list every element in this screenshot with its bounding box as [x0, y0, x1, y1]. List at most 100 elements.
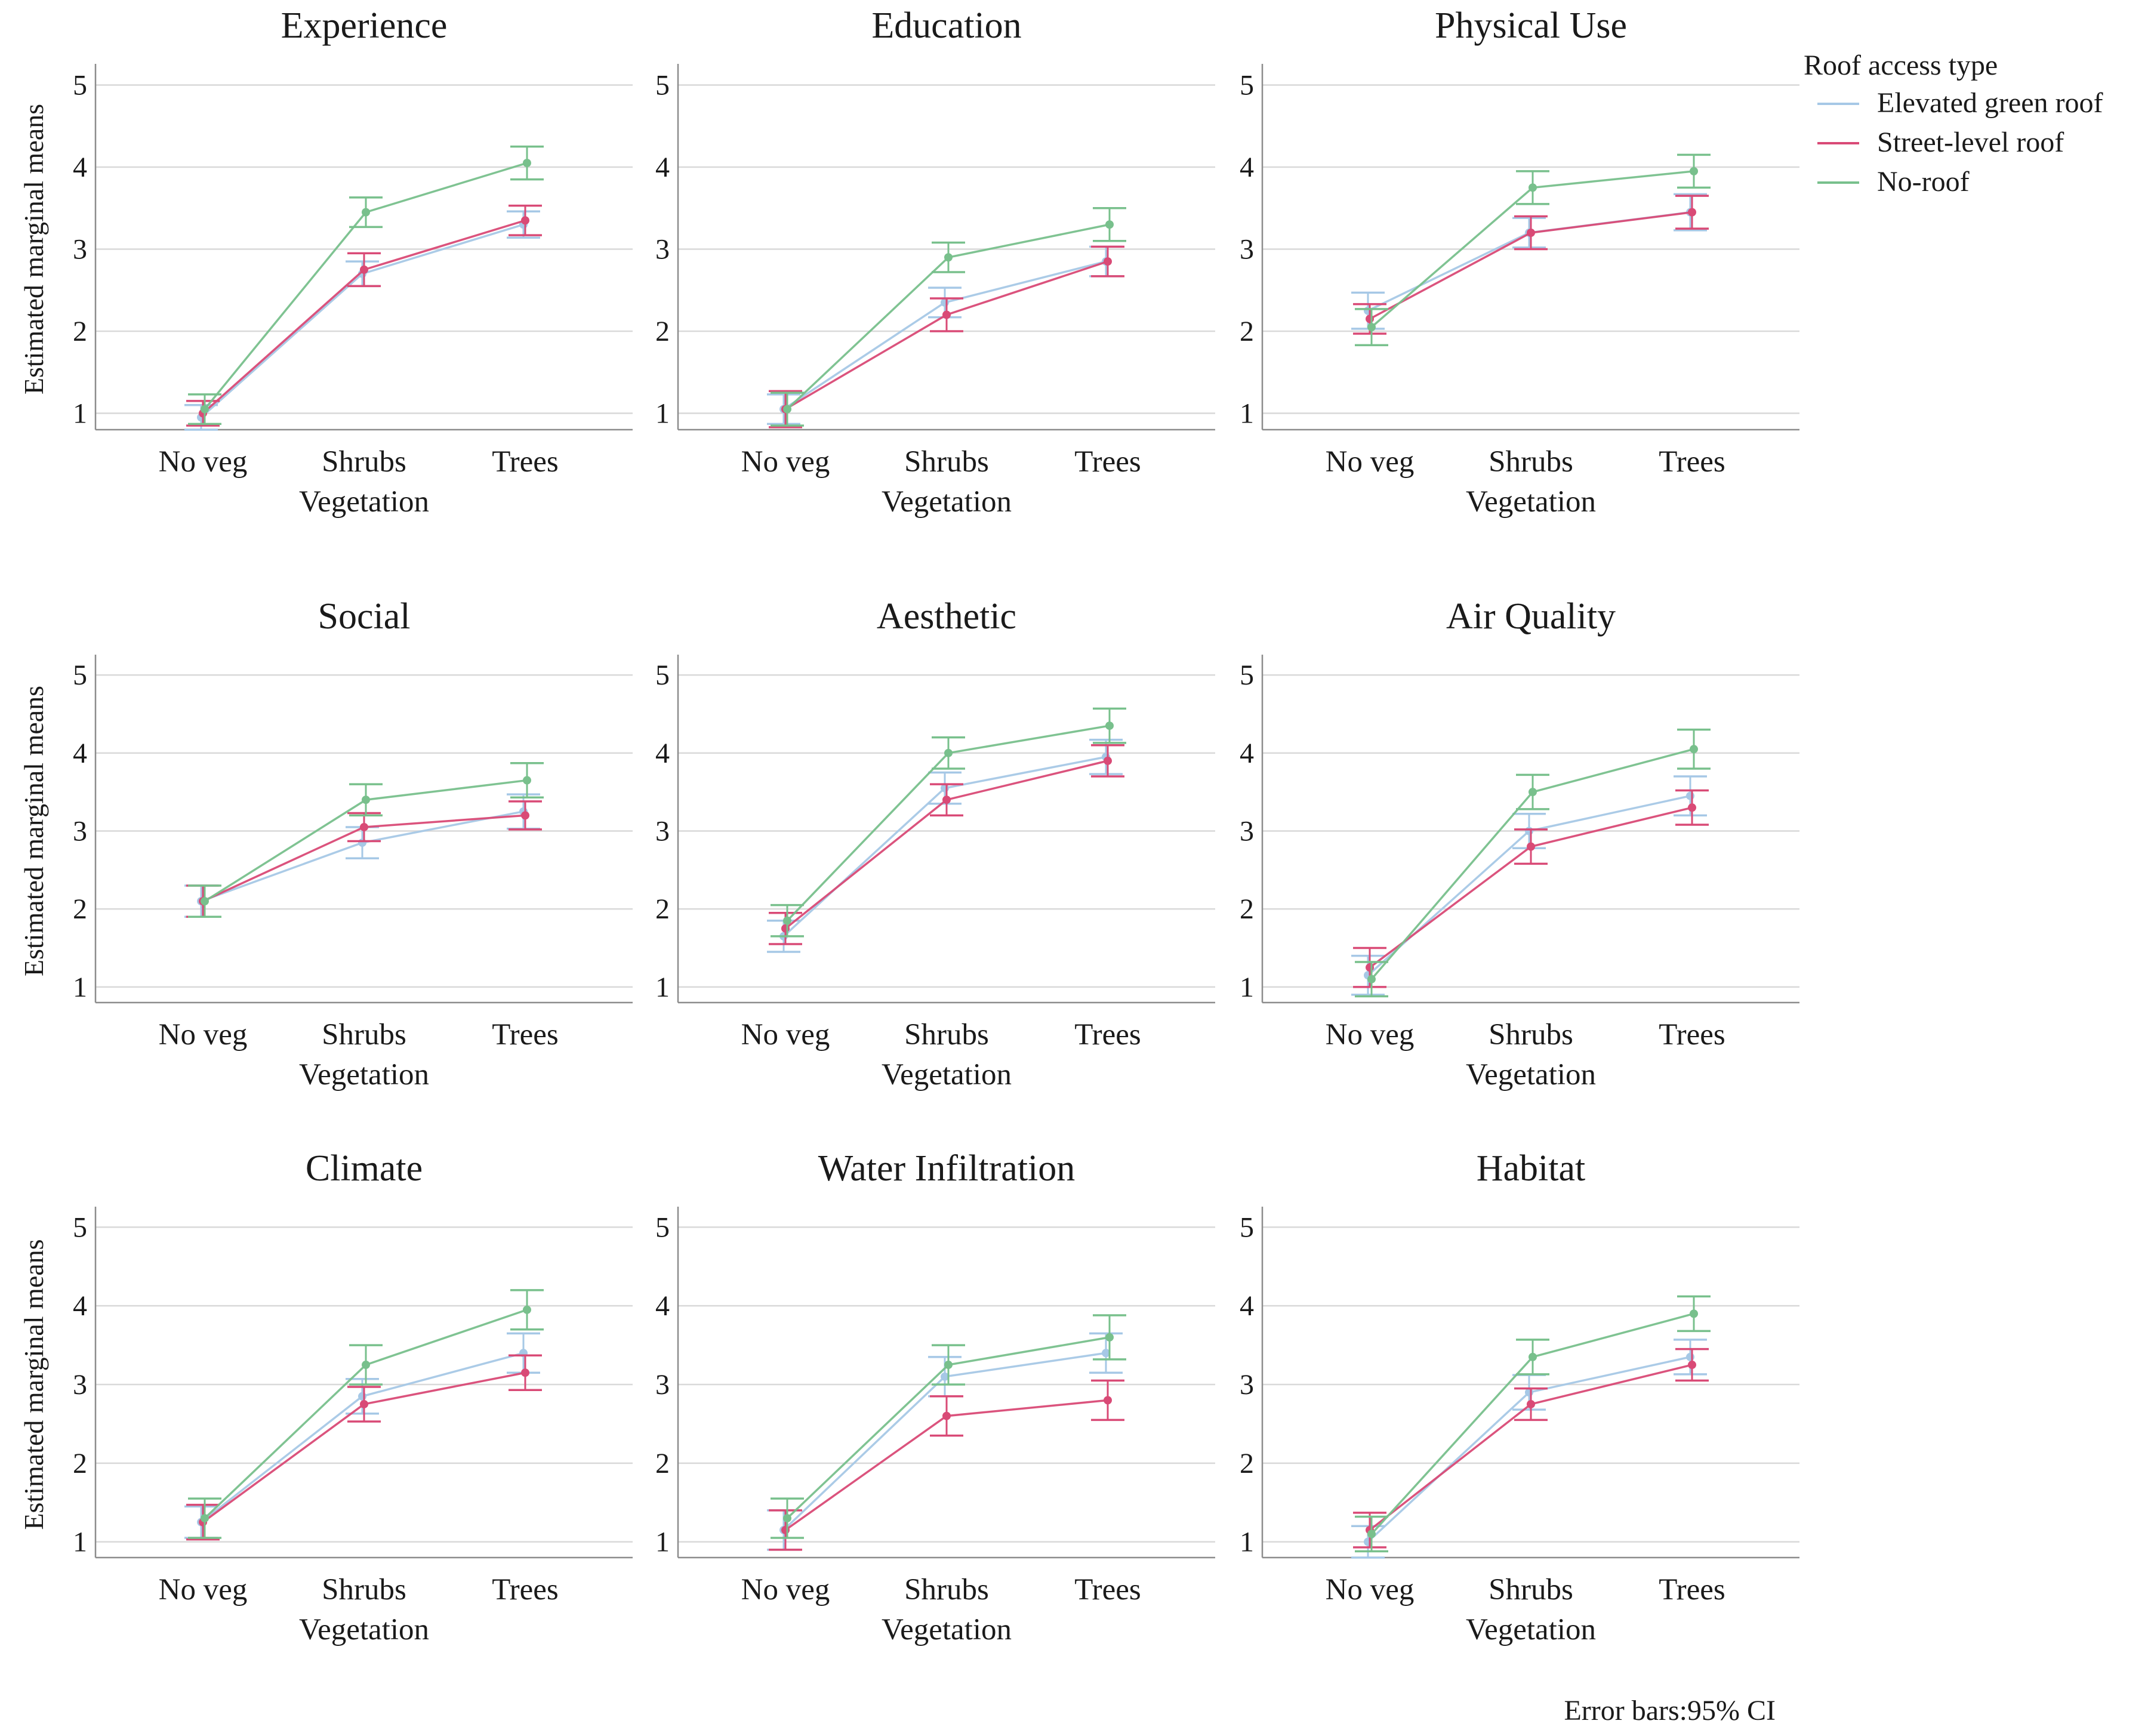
x-tick-label: Trees — [492, 1018, 558, 1052]
legend-label: Street-level roof — [1877, 127, 2064, 158]
panel-title: Climate — [306, 1148, 423, 1189]
data-point — [1525, 827, 1533, 835]
y-tick-label: 2 — [655, 316, 670, 347]
data-point — [1366, 963, 1374, 972]
legend-label: No-roof — [1877, 166, 1970, 198]
x-axis-label: Vegetation — [1466, 1058, 1596, 1091]
data-point — [360, 822, 368, 831]
data-point — [362, 795, 370, 804]
x-tick-label: Shrubs — [1489, 1018, 1573, 1052]
data-point — [360, 265, 368, 274]
series-no-roof — [771, 1314, 1126, 1539]
data-point — [942, 1411, 951, 1420]
data-point — [783, 916, 791, 925]
x-tick-label: Trees — [492, 445, 558, 479]
data-point — [1104, 1396, 1112, 1405]
y-tick-label: 3 — [1240, 234, 1254, 266]
panel-climate: Climate 1 2 3 4 5 No veg Shrubs Trees Vegetation E… — [19, 1148, 633, 1646]
data-point — [944, 253, 953, 262]
y-tick-label: 2 — [655, 1448, 670, 1479]
data-point — [1690, 166, 1698, 175]
data-point — [358, 838, 366, 847]
y-tick-label: 2 — [73, 1448, 87, 1479]
panel-title: Aesthetic — [877, 596, 1016, 637]
x-axis-label: Vegetation — [882, 485, 1012, 519]
data-point — [1367, 975, 1376, 983]
y-tick-label: 4 — [655, 738, 670, 769]
y-tick-label: 1 — [73, 972, 87, 1003]
y-tick-label: 1 — [655, 972, 670, 1003]
legend-title: Roof access type — [1804, 50, 1998, 81]
data-point — [1688, 803, 1696, 812]
series-street-level-roof — [769, 245, 1124, 428]
y-tick-label: 1 — [73, 398, 87, 430]
data-point — [1529, 1352, 1537, 1361]
y-tick-label: 4 — [1240, 152, 1254, 183]
y-tick-label: 5 — [655, 70, 670, 101]
x-axis-label: Vegetation — [882, 1613, 1012, 1646]
data-point — [1690, 745, 1698, 754]
data-point — [1527, 1399, 1535, 1408]
data-point — [360, 1399, 368, 1408]
x-tick-label: Trees — [1659, 1573, 1725, 1607]
series-no-roof — [1355, 728, 1711, 998]
series-no-roof — [1355, 153, 1711, 347]
panel-experience: Experience 1 2 3 4 5 No veg Shrubs Trees Vegetati… — [19, 5, 633, 519]
data-point — [523, 776, 531, 785]
series-street-level-roof — [769, 744, 1124, 945]
x-tick-label: No veg — [741, 1018, 830, 1052]
y-tick-label: 2 — [73, 316, 87, 347]
y-tick-label: 3 — [1240, 1369, 1254, 1401]
data-point — [1527, 229, 1535, 237]
data-point — [944, 748, 953, 757]
data-point — [1686, 791, 1694, 800]
y-tick-label: 1 — [1240, 1527, 1254, 1558]
x-tick-label: No veg — [1326, 1573, 1415, 1607]
x-tick-label: Trees — [492, 1573, 558, 1607]
y-tick-label: 4 — [1240, 738, 1254, 769]
y-tick-label: 5 — [1240, 659, 1254, 691]
data-point — [521, 216, 529, 225]
data-point — [1688, 208, 1696, 217]
series-elevated-green-roof — [184, 210, 540, 431]
data-point — [201, 897, 209, 906]
data-point — [521, 1368, 529, 1377]
y-tick-label: 5 — [73, 70, 87, 101]
panel-title: Physical Use — [1435, 5, 1627, 46]
x-tick-label: No veg — [741, 445, 830, 479]
panel-air-quality: Air Quality 1 2 3 4 5 No veg Shrubs Trees Vegetat… — [1240, 596, 1799, 1091]
y-tick-label: 3 — [73, 816, 87, 847]
x-tick-label: Shrubs — [1489, 445, 1573, 479]
series-elevated-green-roof — [1351, 193, 1707, 330]
data-point — [783, 405, 791, 414]
x-tick-label: Shrubs — [322, 1573, 406, 1607]
data-point — [1529, 183, 1537, 192]
data-point — [1102, 1349, 1110, 1358]
series-line — [785, 260, 1108, 411]
panel-title: Social — [318, 596, 411, 637]
y-tick-label: 3 — [655, 234, 670, 266]
panel-title: Air Quality — [1446, 596, 1616, 637]
series-no-roof — [771, 707, 1126, 938]
x-axis-label: Vegetation — [299, 485, 429, 519]
data-point — [1686, 1352, 1694, 1361]
data-point — [521, 811, 529, 820]
series-street-level-roof — [769, 1379, 1124, 1551]
panel-title: Education — [871, 5, 1021, 46]
x-axis-label: Vegetation — [1466, 485, 1596, 519]
x-tick-label: No veg — [1326, 1018, 1415, 1052]
x-tick-label: No veg — [741, 1573, 830, 1607]
x-tick-label: Shrubs — [904, 445, 989, 479]
data-point — [523, 1305, 531, 1314]
data-point — [362, 1361, 370, 1370]
y-tick-label: 2 — [73, 893, 87, 925]
series-street-level-roof — [1353, 789, 1709, 988]
data-point — [1104, 756, 1112, 765]
series-no-roof — [188, 145, 544, 425]
x-tick-label: Shrubs — [904, 1573, 989, 1607]
data-point — [783, 1514, 791, 1523]
y-tick-label: 1 — [1240, 398, 1254, 430]
x-tick-label: Trees — [1659, 445, 1725, 479]
panel-habitat: Habitat 1 2 3 4 5 No veg Shrubs Trees Vegetation — [1240, 1148, 1799, 1646]
